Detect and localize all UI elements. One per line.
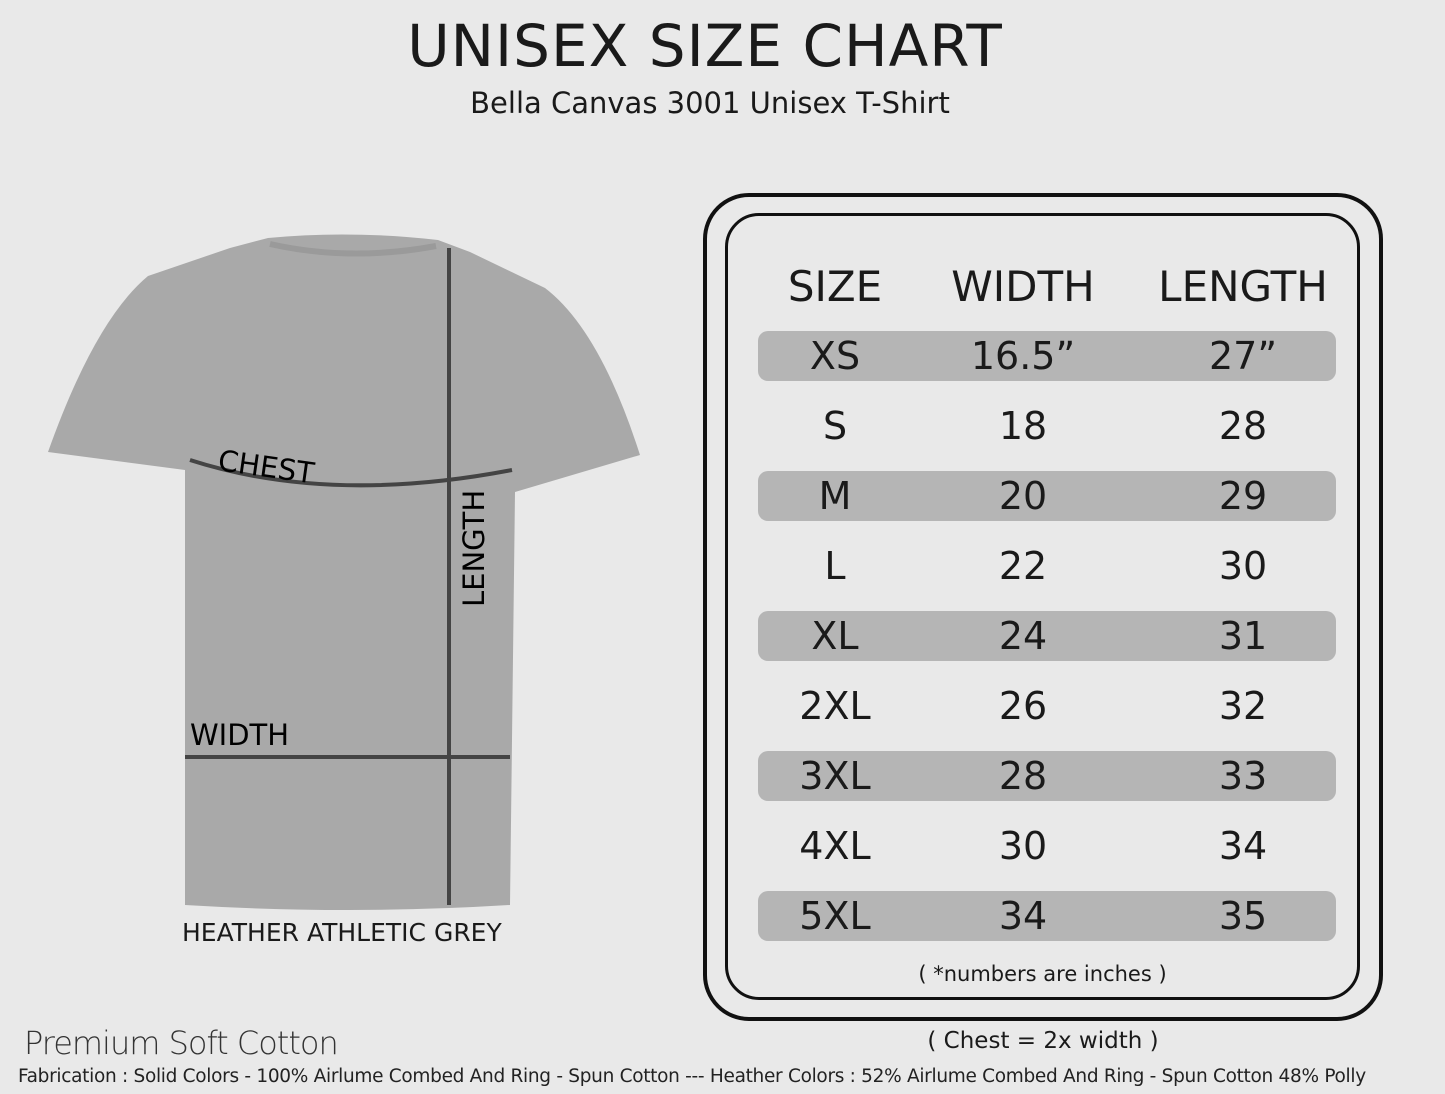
page-title: UNISEX SIZE CHART xyxy=(407,12,1003,80)
table-inner-frame xyxy=(725,213,1360,1000)
cell-width: 34 xyxy=(998,894,1048,938)
header-length: LENGTH xyxy=(1158,262,1328,311)
row-band xyxy=(758,611,1336,661)
cell-size: L xyxy=(824,544,846,588)
cell-length: 34 xyxy=(1218,824,1268,868)
cell-length: 30 xyxy=(1218,544,1268,588)
cell-length: 27” xyxy=(1208,334,1278,378)
cell-width: 20 xyxy=(998,474,1048,518)
cell-width: 22 xyxy=(998,544,1048,588)
cell-size: XL xyxy=(811,614,859,658)
cell-size: XS xyxy=(809,334,861,378)
row-band xyxy=(758,751,1336,801)
cell-size: 2XL xyxy=(799,684,871,728)
row-band xyxy=(758,471,1336,521)
cell-length: 35 xyxy=(1218,894,1268,938)
cell-length: 33 xyxy=(1218,754,1268,798)
cell-size: M xyxy=(818,474,852,518)
tagline: Premium Soft Cotton xyxy=(24,1024,339,1062)
cell-width: 28 xyxy=(998,754,1048,798)
tshirt-shape xyxy=(48,234,640,910)
header-width: WIDTH xyxy=(951,262,1095,311)
chest-note: ( Chest = 2x width ) xyxy=(927,1028,1159,1054)
table-outer-frame xyxy=(703,193,1383,1021)
width-label: WIDTH xyxy=(190,718,289,752)
cell-width: 26 xyxy=(998,684,1048,728)
row-band xyxy=(758,331,1336,381)
cell-length: 28 xyxy=(1218,404,1268,448)
cell-width: 24 xyxy=(998,614,1048,658)
tshirt-illustration: CHEST LENGTH WIDTH xyxy=(48,234,640,910)
page-subtitle: Bella Canvas 3001 Unisex T-Shirt xyxy=(470,86,950,120)
length-label: LENGTH xyxy=(457,490,491,607)
row-band xyxy=(758,891,1336,941)
cell-length: 29 xyxy=(1218,474,1268,518)
cell-size: S xyxy=(822,404,848,448)
cell-width: 18 xyxy=(998,404,1048,448)
cell-size: 5XL xyxy=(799,894,871,938)
cell-width: 16.5” xyxy=(970,334,1076,378)
cell-size: 3XL xyxy=(799,754,871,798)
units-note: ( *numbers are inches ) xyxy=(918,962,1167,986)
cell-width: 30 xyxy=(998,824,1048,868)
chest-measure-line xyxy=(189,458,513,488)
cell-length: 31 xyxy=(1218,614,1268,658)
fabrication-text: Fabrication : Solid Colors - 100% Airlum… xyxy=(18,1066,1366,1087)
cell-size: 4XL xyxy=(799,824,871,868)
collar xyxy=(269,241,437,257)
cell-length: 32 xyxy=(1218,684,1268,728)
shirt-color-name: HEATHER ATHLETIC GREY xyxy=(182,918,502,947)
header-size: SIZE xyxy=(787,262,883,311)
